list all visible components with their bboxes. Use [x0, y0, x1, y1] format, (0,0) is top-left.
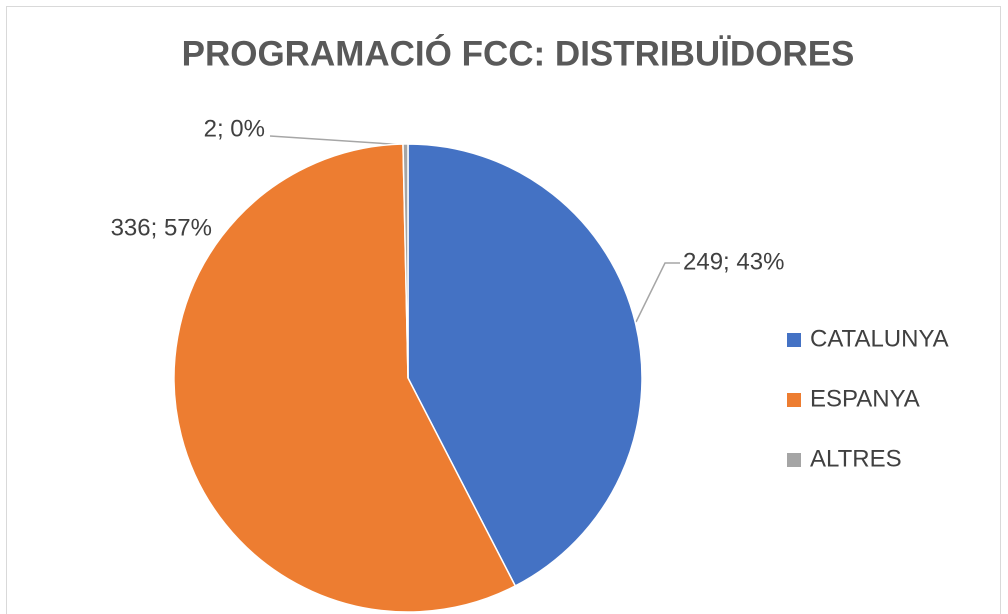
- pie-slice: [407, 143, 643, 587]
- pie-slice: [173, 143, 517, 613]
- data-label: 336; 57%: [111, 214, 212, 241]
- data-label: 249; 43%: [683, 248, 784, 275]
- legend-swatch: [787, 453, 801, 467]
- legend-label: ESPANYA: [810, 385, 920, 412]
- data-label: 2; 0%: [204, 115, 265, 142]
- leader-line: [635, 262, 680, 323]
- legend-swatch: [787, 393, 801, 407]
- legend-label: CATALUNYA: [810, 325, 949, 352]
- leader-line: [269, 135, 407, 146]
- pie-slice: [402, 143, 409, 379]
- chart-title: PROGRAMACIÓ FCC: DISTRIBUÏDORES: [182, 33, 855, 73]
- legend-swatch: [787, 333, 801, 347]
- legend-label: ALTRES: [810, 445, 902, 472]
